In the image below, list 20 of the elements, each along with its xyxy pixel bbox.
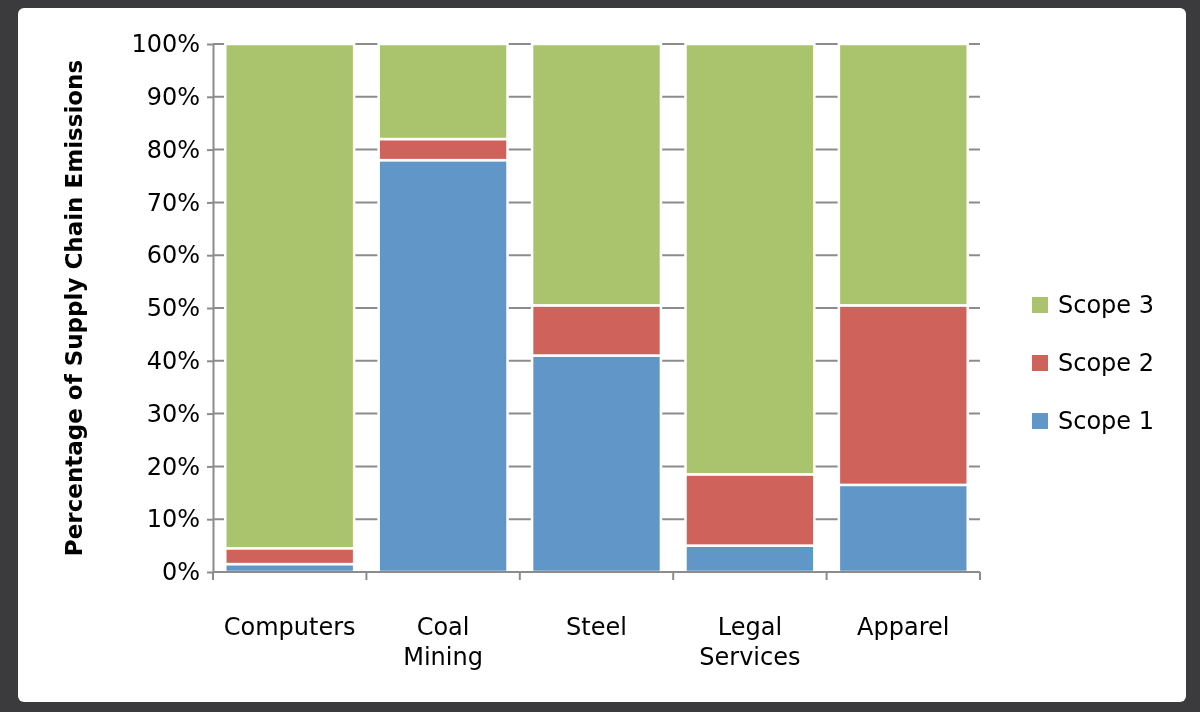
y-tick-label: 10% <box>146 505 200 534</box>
x-tick-label: Apparel <box>857 613 950 641</box>
x-tick-label: Computers <box>223 613 356 641</box>
y-tick-label: 80% <box>146 135 200 164</box>
text: Scope 3 <box>1058 291 1155 319</box>
legend-label: Scope 1 <box>1058 407 1155 435</box>
y-tick-label: 0% <box>161 558 200 587</box>
y-tick-label: 40% <box>146 346 200 375</box>
y-tick-label: 50% <box>146 294 200 323</box>
x-tick-label: Legal Services <box>699 613 801 671</box>
y-axis-title: Percentage of Supply Chain Emissions <box>61 59 87 557</box>
y-tick-label: 30% <box>146 399 200 428</box>
y-tick-label: 20% <box>146 452 200 481</box>
y-tick-label: 70% <box>146 188 200 217</box>
y-tick-label: 100% <box>131 30 200 59</box>
x-tick-label: Steel <box>566 613 627 641</box>
y-tick-label: 60% <box>146 241 200 270</box>
x-tick-label: Coal Mining <box>403 613 483 671</box>
y-tick-label: 90% <box>146 82 200 111</box>
legend-label: Scope 2 <box>1058 349 1155 377</box>
